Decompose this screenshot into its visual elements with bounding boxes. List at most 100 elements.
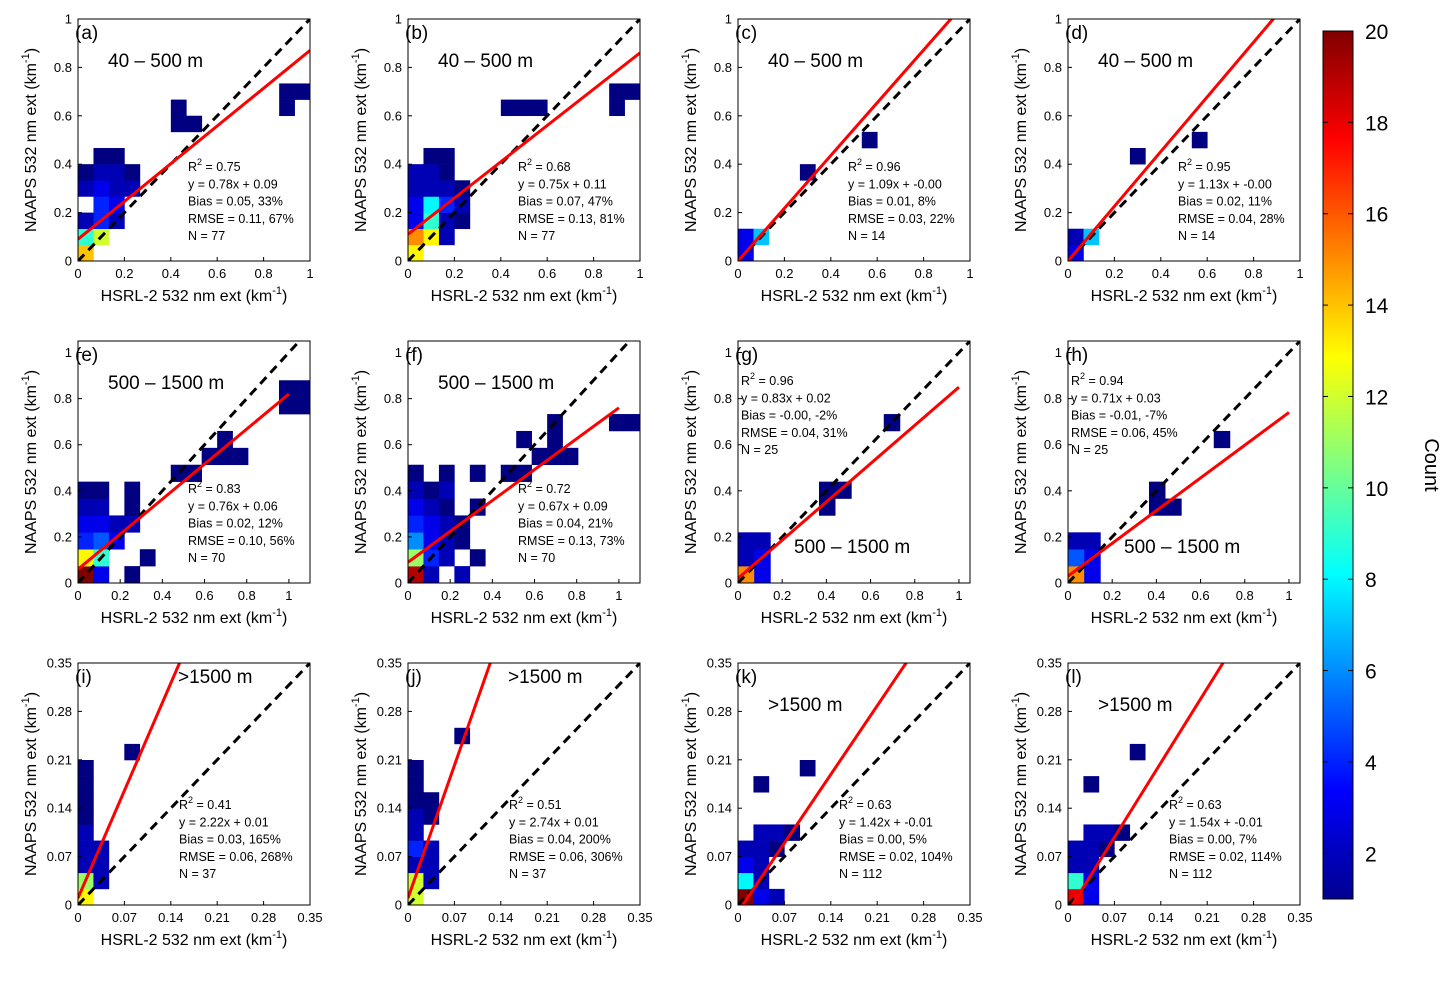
x-tick-label: 0.14 <box>488 910 513 925</box>
y-tick-label: 1 <box>65 12 72 27</box>
r2-value: R2 = 0.75 <box>188 157 241 174</box>
heatmap-cell <box>1213 430 1231 449</box>
panel-letter: (a) <box>75 23 98 44</box>
colorbar-gradient <box>1322 30 1354 900</box>
y-tick-label: 0.6 <box>1044 108 1062 123</box>
y-tick-label: 0.21 <box>47 752 72 767</box>
x-axis-label: HSRL-2 532 nm ext (km-1) <box>101 929 288 949</box>
rmse-value: RMSE = 0.03, 22% <box>848 212 955 226</box>
heatmap-cell <box>516 464 532 482</box>
heatmap-cell <box>1083 824 1100 841</box>
heatmap-cell <box>124 481 141 499</box>
y-tick-label: 0 <box>65 254 72 269</box>
y-tick-label: 0.6 <box>714 108 732 123</box>
x-tick-label: 0.6 <box>862 588 880 603</box>
stats-block: R2 = 0.72 y = 0.67x + 0.09 Bias = 0.04, 21… <box>518 479 625 565</box>
panel-e: 0 0.2 0.4 0.6 0.8 1 0 0.2 0.4 0.6 0.8 1 HSRL-2 532 n… <box>20 340 311 627</box>
heatmap-cell <box>78 498 94 516</box>
heatmap-cell <box>438 515 455 533</box>
heatmap-cell <box>408 464 424 482</box>
x-tick-label: 1 <box>1296 266 1303 281</box>
one-to-one-line <box>1068 663 1300 905</box>
altitude-label: >1500 m <box>1098 695 1172 716</box>
x-tick-label: 0 <box>734 266 741 281</box>
heatmap-cell <box>516 430 532 449</box>
x-tick-label: 1 <box>306 266 313 281</box>
bias-value: Bias = 0.01, 8% <box>848 195 936 209</box>
heatmap-cell <box>108 164 125 181</box>
axes-frame <box>1067 340 1301 584</box>
heatmap-cell <box>1068 856 1084 874</box>
y-tick-label: 0.07 <box>707 849 732 864</box>
rmse-value: RMSE = 0.02, 104% <box>839 850 953 864</box>
heatmap-cell <box>469 464 486 482</box>
panel-letter: (h) <box>1065 345 1088 366</box>
heatmap-cell <box>454 532 471 550</box>
heatmap-cell <box>454 212 471 230</box>
heatmap-cell <box>408 776 424 793</box>
altitude-label: 500 – 1500 m <box>794 537 910 558</box>
x-tick-label: 0.6 <box>1192 588 1210 603</box>
heatmap-cell <box>408 164 424 181</box>
x-tick-label: 0 <box>734 588 741 603</box>
r2-value: R2 = 0.51 <box>509 795 562 812</box>
x-axis-label: HSRL-2 532 nm ext (km-1) <box>1091 929 1278 949</box>
one-to-one-line <box>408 341 632 583</box>
sample-count: N = 37 <box>179 867 216 881</box>
y-tick-label: 0.2 <box>384 205 402 220</box>
x-tick-label: 0.2 <box>441 588 459 603</box>
x-axis-label: HSRL-2 532 nm ext (km-1) <box>431 285 618 305</box>
colorbar-label: Count <box>1420 438 1442 492</box>
x-tick-label: 0.07 <box>1102 910 1127 925</box>
x-tick-label: 0.35 <box>627 910 652 925</box>
altitude-label: 500 – 1500 m <box>108 373 224 394</box>
y-axis-label: NAAPS 532 nm ext (km-1) <box>20 370 40 554</box>
r2-value: R2 = 0.94 <box>1071 371 1124 388</box>
heatmap-cell <box>1084 532 1101 550</box>
y-tick-label: 0.8 <box>714 60 732 75</box>
altitude-label: 40 – 500 m <box>438 51 533 72</box>
y-tick-label: 0 <box>65 576 72 591</box>
heatmap-cell <box>516 99 533 117</box>
heatmap-cell <box>1129 148 1146 165</box>
one-to-one-line <box>738 19 970 261</box>
x-tick-label: 0 <box>74 266 81 281</box>
heatmap-cell <box>738 856 754 874</box>
fit-equation: y = 2.74x + 0.01 <box>509 815 599 829</box>
heatmap-cell <box>738 872 754 890</box>
heatmap-cell <box>423 180 440 197</box>
x-tick-label: 0.4 <box>492 266 510 281</box>
heatmap-cell <box>562 447 579 466</box>
altitude-label: >1500 m <box>178 667 252 688</box>
rmse-value: RMSE = 0.13, 81% <box>518 212 625 226</box>
altitude-label: >1500 m <box>508 667 582 688</box>
regression-line <box>1070 663 1225 905</box>
panel-a: 0 0.2 0.4 0.6 0.8 1 0 0.2 0.4 0.6 0.8 1 HSRL-2 532 n… <box>20 12 314 306</box>
rmse-value: RMSE = 0.02, 114% <box>1169 850 1282 864</box>
bias-value: Bias = 0.04, 21% <box>518 517 613 531</box>
x-tick-label: 0.8 <box>1245 266 1263 281</box>
sample-count: N = 70 <box>518 551 555 565</box>
heatmap-cell <box>1083 840 1100 857</box>
sample-count: N = 70 <box>188 551 225 565</box>
altitude-label: 40 – 500 m <box>1098 51 1193 72</box>
regression-line <box>78 663 182 899</box>
regression-line <box>738 19 953 261</box>
x-tick-label: 0.21 <box>535 910 560 925</box>
x-tick-label: 0 <box>74 588 81 603</box>
heatmap-cell <box>738 549 755 567</box>
altitude-label: 40 – 500 m <box>108 51 203 72</box>
heatmap-cell <box>608 414 625 432</box>
x-tick-label: 0.21 <box>865 910 890 925</box>
x-tick-label: 0.6 <box>868 266 886 281</box>
y-axis-label: NAAPS 532 nm ext (km-1) <box>680 48 700 232</box>
one-to-one-line <box>738 341 970 583</box>
heatmap-cell <box>609 83 625 100</box>
heatmap-cell <box>408 808 424 825</box>
regression-line <box>78 49 310 241</box>
x-axis-label: HSRL-2 532 nm ext (km-1) <box>1091 285 1278 305</box>
y-tick-label: 0.8 <box>384 60 402 75</box>
colorbar-tick-label: 20 <box>1365 21 1388 44</box>
heatmap-cell <box>78 481 94 499</box>
y-tick-label: 0 <box>65 898 72 913</box>
